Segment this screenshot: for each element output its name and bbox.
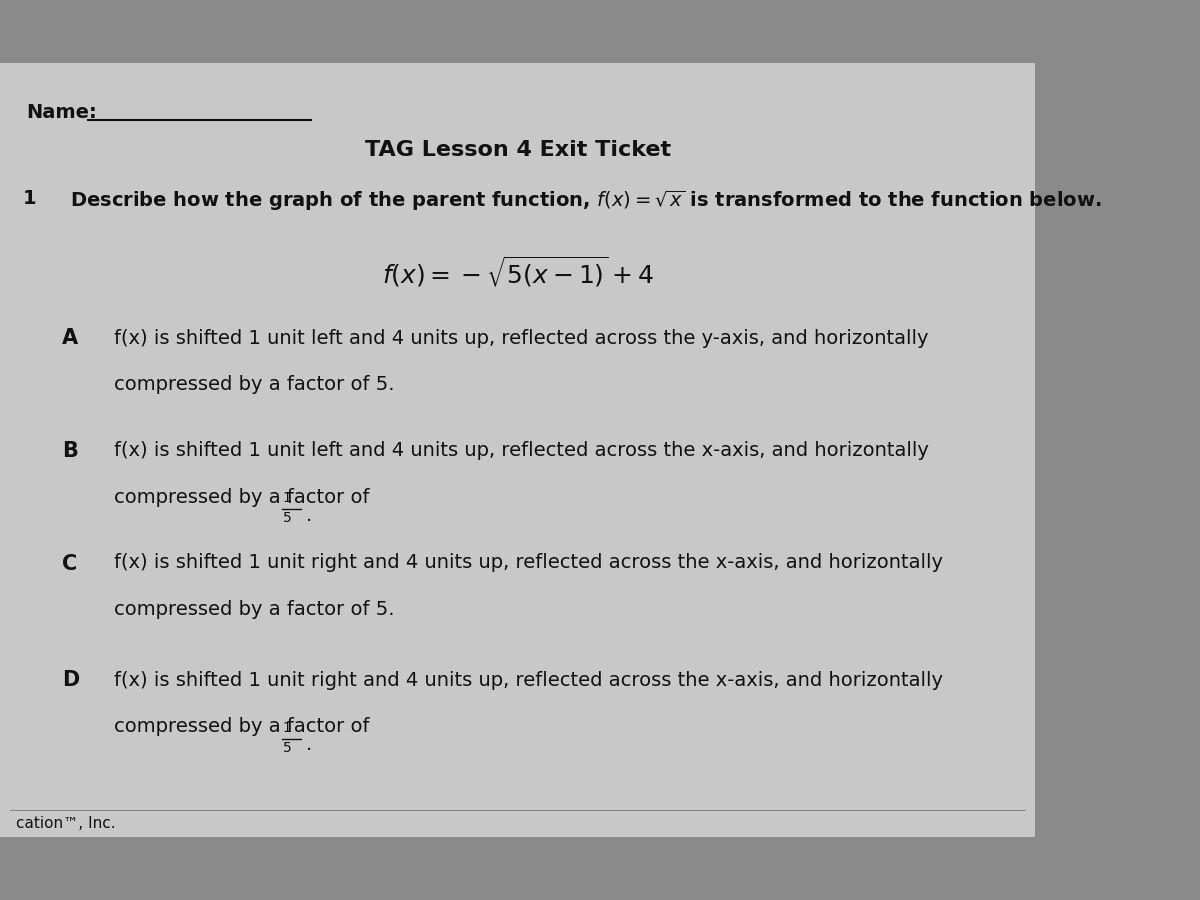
FancyBboxPatch shape xyxy=(0,63,1036,837)
Text: cation™, Inc.: cation™, Inc. xyxy=(16,816,115,832)
Text: A: A xyxy=(62,328,78,348)
Text: $f(x) = -\sqrt{5(x-1)} + 4$: $f(x) = -\sqrt{5(x-1)} + 4$ xyxy=(382,254,654,289)
Text: 1: 1 xyxy=(282,721,292,735)
Text: TAG Lesson 4 Exit Ticket: TAG Lesson 4 Exit Ticket xyxy=(365,140,671,159)
Text: 1: 1 xyxy=(23,189,36,208)
Text: compressed by a factor of 5.: compressed by a factor of 5. xyxy=(114,600,395,619)
Text: 5: 5 xyxy=(282,741,292,755)
Text: compressed by a factor of: compressed by a factor of xyxy=(114,488,376,507)
Text: f(x) is shifted 1 unit left and 4 units up, reflected across the y-axis, and hor: f(x) is shifted 1 unit left and 4 units … xyxy=(114,328,929,347)
Text: compressed by a factor of: compressed by a factor of xyxy=(114,717,376,736)
Text: compressed by a factor of 5.: compressed by a factor of 5. xyxy=(114,375,395,394)
Text: f(x) is shifted 1 unit right and 4 units up, reflected across the x-axis, and ho: f(x) is shifted 1 unit right and 4 units… xyxy=(114,670,943,689)
Text: f(x) is shifted 1 unit left and 4 units up, reflected across the x-axis, and hor: f(x) is shifted 1 unit left and 4 units … xyxy=(114,441,929,460)
Text: .: . xyxy=(306,735,312,754)
Text: 1: 1 xyxy=(282,491,292,506)
Text: D: D xyxy=(62,670,79,690)
Text: f(x) is shifted 1 unit right and 4 units up, reflected across the x-axis, and ho: f(x) is shifted 1 unit right and 4 units… xyxy=(114,554,943,572)
Text: C: C xyxy=(62,554,77,573)
Text: .: . xyxy=(306,506,312,525)
Text: B: B xyxy=(62,441,78,461)
Text: Name:: Name: xyxy=(26,104,97,122)
Text: Describe how the graph of the parent function, $f(x) = \sqrt{x}$ is transformed : Describe how the graph of the parent fun… xyxy=(71,189,1102,213)
Text: 5: 5 xyxy=(282,511,292,526)
